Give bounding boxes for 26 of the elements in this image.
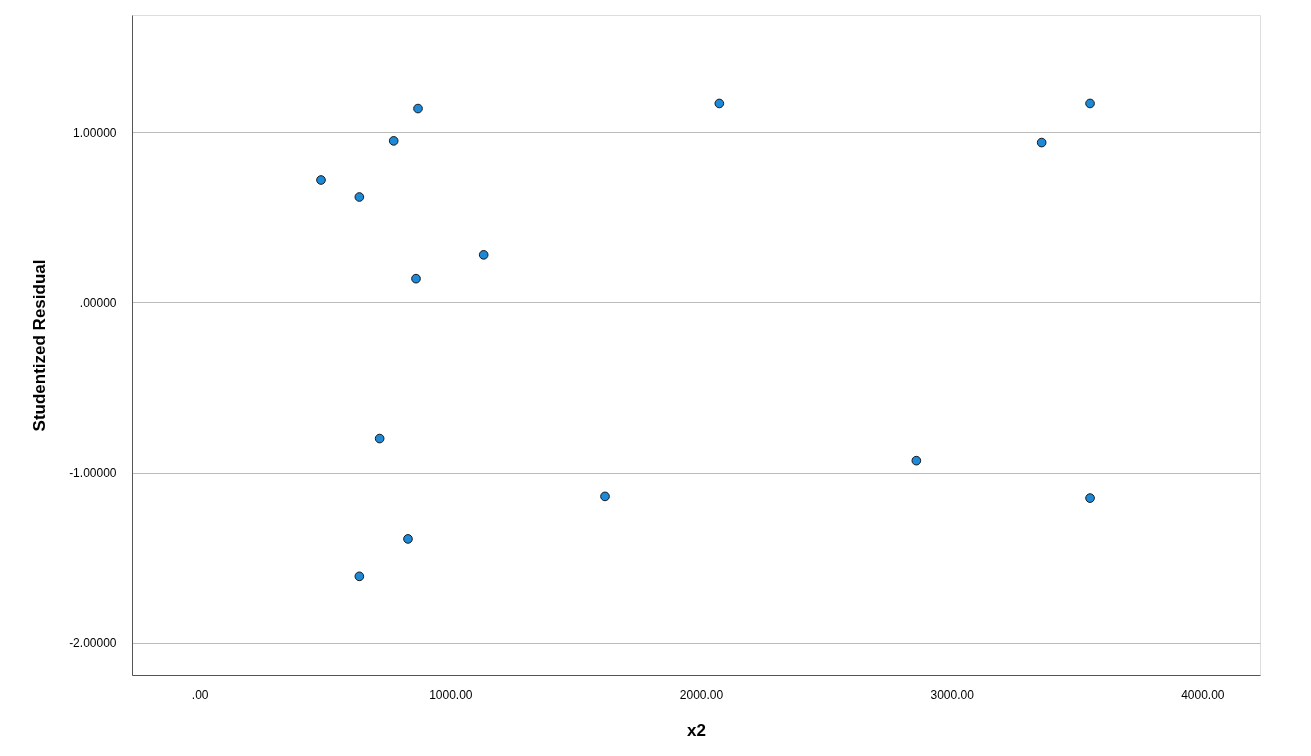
x-tick-label: .00 <box>191 687 209 702</box>
y-axis-title: Studentized Residual <box>30 259 50 432</box>
point <box>1085 98 1095 109</box>
point <box>600 491 610 502</box>
point <box>1085 493 1095 503</box>
point <box>478 250 489 260</box>
x-tick-label: 2000.00 <box>679 687 724 702</box>
y-tick-label: 1.00000 <box>73 125 117 140</box>
x-axis-title: x2 <box>687 720 706 740</box>
point <box>911 455 922 466</box>
y-tick-label: .00000 <box>79 295 117 310</box>
point <box>403 534 413 544</box>
point <box>411 273 421 284</box>
y-tick-label: -2.00000 <box>69 636 117 651</box>
x-tick-label: 3000.00 <box>930 687 975 702</box>
x-tick-label: 1000.00 <box>429 687 473 702</box>
point <box>388 136 399 146</box>
point <box>354 192 365 202</box>
point <box>714 98 725 109</box>
y-tick-label: -1.00000 <box>69 466 117 481</box>
point <box>316 175 326 185</box>
point <box>1036 137 1047 148</box>
x-tick-label: 4000.00 <box>1181 687 1225 702</box>
point <box>413 103 423 114</box>
point <box>354 571 365 582</box>
point <box>374 433 385 444</box>
